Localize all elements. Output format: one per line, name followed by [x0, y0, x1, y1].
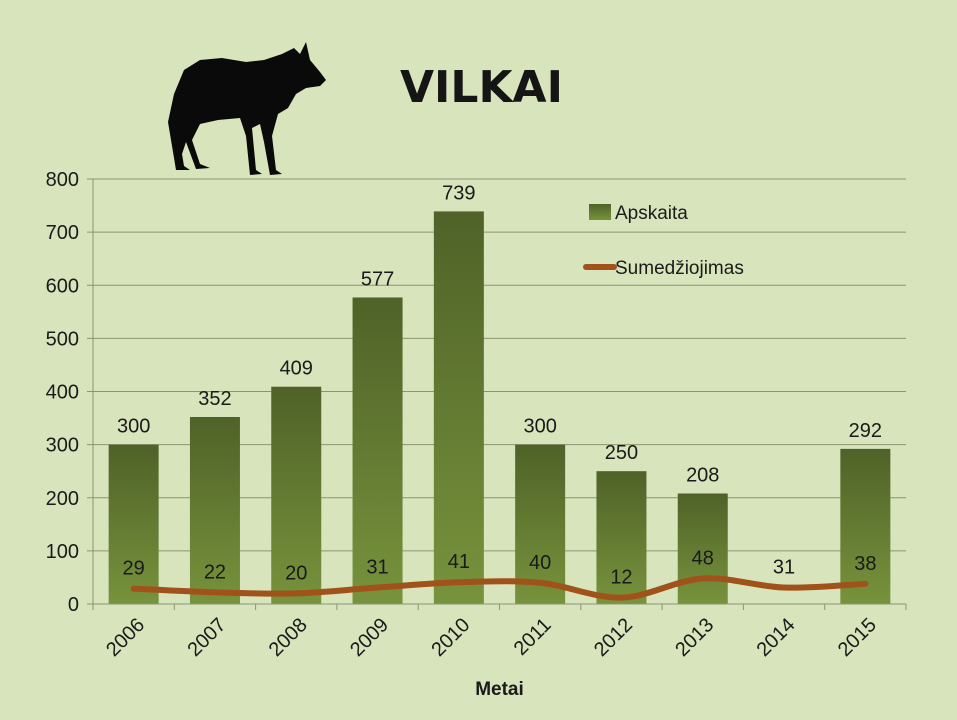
line-data-label: 29	[123, 558, 145, 580]
bar-data-label: 409	[280, 358, 313, 380]
bar-data-label: 352	[198, 388, 231, 410]
y-tick-label: 200	[46, 488, 79, 510]
bar	[515, 444, 566, 604]
x-tick-label: 2010	[427, 614, 474, 661]
legend-swatch-bar	[589, 204, 611, 220]
line-data-label: 48	[692, 548, 714, 570]
bar	[108, 444, 159, 604]
bar	[677, 493, 728, 604]
y-tick-label: 100	[46, 541, 79, 563]
bar-data-label: 739	[442, 182, 475, 204]
y-tick-label: 300	[46, 435, 79, 457]
line-data-label: 22	[204, 561, 226, 583]
bar	[840, 448, 891, 604]
y-tick-label: 500	[46, 328, 79, 350]
x-tick-label: 2007	[183, 614, 230, 661]
y-tick-label: 0	[68, 594, 79, 616]
line-path	[130, 575, 869, 601]
line-data-label: 20	[285, 562, 307, 584]
wolf-silhouette-icon	[168, 42, 326, 175]
x-tick-label: 2015	[834, 614, 881, 661]
bar-data-label: 292	[849, 420, 882, 442]
bar	[433, 211, 484, 604]
bar	[596, 471, 647, 604]
bar	[271, 386, 322, 604]
bar-series	[108, 211, 891, 604]
bar	[189, 417, 240, 604]
bar-data-label: 250	[605, 442, 638, 464]
bar-data-label: 300	[117, 416, 150, 438]
bar-data-label: 208	[686, 465, 719, 487]
line-data-label: 38	[854, 553, 876, 575]
x-tick-label: 2006	[102, 614, 149, 661]
x-tick-label: 2009	[346, 614, 393, 661]
bar-data-label: 300	[523, 416, 556, 438]
x-tick-label: 2011	[510, 614, 556, 660]
x-tick-label: 2013	[671, 614, 718, 661]
line-data-label: 31	[773, 557, 795, 579]
line-data-label: 41	[448, 551, 470, 573]
y-tick-label: 800	[46, 169, 79, 191]
y-tick-label: 600	[46, 275, 79, 297]
line-series	[130, 575, 869, 601]
x-tick-label: 2014	[753, 614, 800, 661]
chart-title: VILKAI	[400, 62, 563, 113]
data-labels: 300 352 409 577 739 300 250 208 292 29 22 20 31 41 40 1…	[117, 182, 882, 588]
legend-label: Sumedžiojimas	[615, 258, 744, 279]
x-axis-title: Metai	[475, 679, 524, 700]
x-tick-label: 2012	[590, 614, 637, 661]
x-tick-label: 2008	[265, 614, 312, 661]
line-data-label: 31	[366, 557, 388, 579]
legend: Apskaita Sumedžiojimas	[583, 203, 744, 279]
y-tick-label: 700	[46, 222, 79, 244]
line-data-label: 12	[610, 567, 632, 589]
legend-label: Apskaita	[615, 203, 688, 224]
line-data-label: 40	[529, 552, 551, 574]
bar	[352, 297, 403, 604]
y-tick-label: 400	[46, 382, 79, 404]
bar-data-label: 577	[361, 268, 394, 290]
